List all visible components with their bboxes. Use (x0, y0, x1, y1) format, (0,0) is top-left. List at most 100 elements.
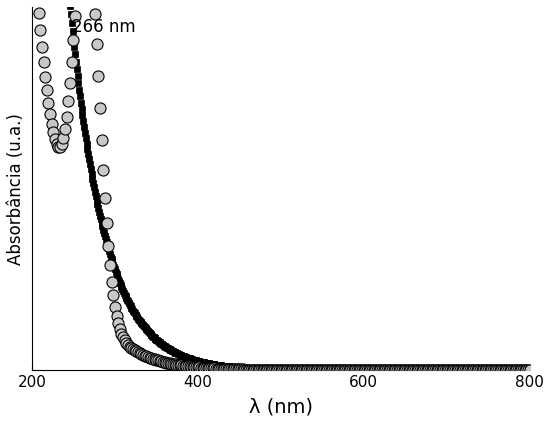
Point (150, 356, 159, 363)
Point (404, 367, 413, 374)
Point (176, 352, 185, 358)
Point (436, 367, 445, 374)
Point (285, 366, 294, 373)
Point (131, 311, 140, 318)
Point (266, 366, 274, 373)
Point (371, 367, 380, 374)
Point (177, 352, 186, 359)
Point (217, 362, 225, 369)
Point (136, 319, 145, 325)
Point (139, 352, 148, 358)
Point (437, 367, 446, 374)
Point (179, 353, 188, 360)
Point (390, 367, 399, 374)
Point (502, 367, 511, 374)
Point (341, 367, 350, 374)
Point (238, 364, 247, 371)
Point (211, 361, 220, 368)
Point (154, 357, 163, 364)
Point (389, 367, 398, 374)
Point (368, 367, 376, 374)
Point (75, 93, 84, 100)
Point (401, 367, 409, 374)
Point (207, 365, 215, 372)
Point (377, 367, 386, 374)
Point (208, 361, 217, 368)
Point (326, 367, 335, 374)
Point (415, 367, 424, 374)
Point (142, 353, 151, 360)
Point (62, 113, 71, 120)
Point (357, 367, 366, 374)
Point (417, 367, 426, 374)
Point (134, 315, 143, 322)
Point (42, 87, 51, 93)
Point (431, 367, 440, 374)
Point (307, 366, 316, 373)
Point (494, 367, 503, 374)
Point (492, 367, 501, 374)
Point (172, 349, 181, 356)
Point (315, 367, 323, 374)
Point (222, 365, 230, 372)
Point (207, 360, 215, 367)
Point (105, 248, 114, 255)
Point (184, 355, 193, 362)
Point (289, 366, 298, 373)
Point (109, 261, 117, 268)
Point (256, 365, 265, 372)
Point (183, 363, 192, 370)
Point (497, 367, 506, 374)
Point (165, 360, 174, 367)
Point (451, 367, 460, 374)
Point (75, 86, 84, 93)
Point (345, 367, 354, 374)
Point (152, 336, 161, 343)
Point (143, 327, 152, 334)
Point (149, 333, 158, 340)
Point (501, 367, 510, 374)
Point (494, 367, 503, 374)
Point (423, 367, 432, 374)
Point (218, 365, 227, 372)
Point (282, 366, 291, 373)
Point (447, 367, 456, 374)
Point (497, 367, 506, 374)
Point (305, 367, 314, 374)
Point (147, 332, 156, 338)
Point (213, 362, 222, 368)
Point (305, 366, 314, 373)
Point (415, 367, 424, 374)
Point (306, 367, 315, 374)
Point (428, 367, 436, 374)
Point (77, 99, 85, 106)
Point (464, 367, 473, 374)
Point (441, 367, 450, 374)
Point (188, 363, 197, 370)
Point (195, 358, 204, 365)
Point (257, 365, 266, 372)
Point (87, 170, 96, 177)
Point (392, 367, 401, 374)
Point (417, 367, 426, 374)
Point (295, 366, 304, 373)
Point (226, 363, 235, 370)
Point (509, 367, 517, 374)
Point (320, 367, 328, 374)
Point (511, 367, 520, 374)
Point (525, 367, 533, 374)
Point (155, 339, 164, 346)
Point (209, 361, 218, 368)
Point (389, 367, 398, 374)
Point (391, 367, 399, 374)
Point (144, 354, 153, 360)
Point (203, 360, 212, 366)
Point (504, 367, 512, 374)
Point (329, 367, 338, 374)
Point (439, 367, 448, 374)
Point (441, 367, 450, 374)
Point (94, 73, 102, 80)
Point (171, 349, 180, 356)
Point (237, 364, 246, 371)
Point (414, 367, 423, 374)
